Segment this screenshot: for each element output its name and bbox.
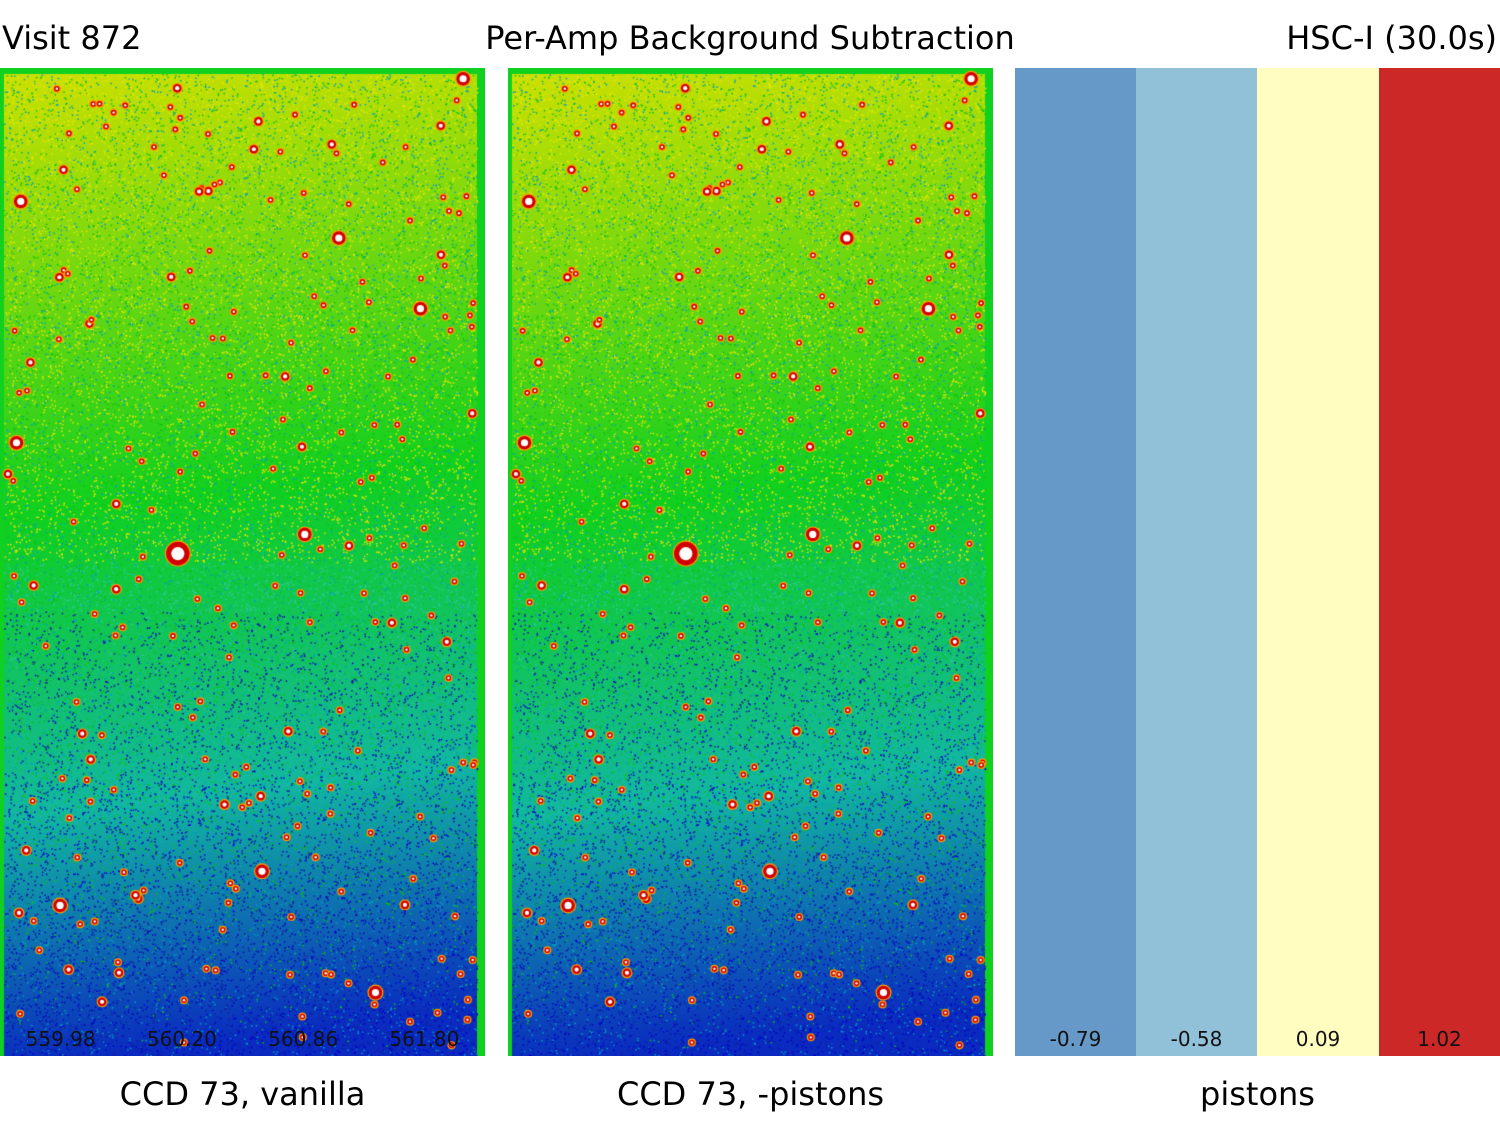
amp-value-row: 559.98 560.20 560.86 561.80 (0, 1026, 485, 1052)
amp-value-4: 561.80 (389, 1027, 460, 1051)
caption-pistons: pistons (1200, 1075, 1315, 1113)
piston-amp-1: -0.79 (1015, 68, 1136, 1056)
figure-title: Per-Amp Background Subtraction (485, 19, 1015, 57)
piston-value-1: -0.79 (1049, 1027, 1102, 1051)
piston-value-3: 0.09 (1295, 1027, 1341, 1051)
piston-amp-3: 0.09 (1257, 68, 1379, 1056)
filter-label: HSC-I (30.0s) (1286, 19, 1497, 57)
ccd-image-vanilla: 559.98 560.20 560.86 561.80 (0, 68, 485, 1056)
piston-amp-4: 1.02 (1379, 68, 1500, 1056)
ccd-field-pistons-subtracted (508, 68, 993, 1056)
amp-value-3: 560.86 (268, 1027, 339, 1051)
piston-amp-2: -0.58 (1136, 68, 1257, 1056)
amp-value-2: 560.20 (146, 1027, 217, 1051)
ccd-field-vanilla (0, 68, 485, 1056)
piston-value-4: 1.02 (1417, 1027, 1462, 1051)
pistons-panel: -0.79 -0.58 0.09 1.02 (1015, 68, 1500, 1056)
piston-value-2: -0.58 (1170, 1027, 1223, 1051)
ccd-image-pistons-subtracted (508, 68, 993, 1056)
amp-value-1: 559.98 (25, 1027, 96, 1051)
caption-pistons-subtracted: CCD 73, -pistons (616, 1075, 885, 1113)
visit-label: Visit 872 (2, 19, 142, 57)
caption-vanilla: CCD 73, vanilla (119, 1075, 366, 1113)
